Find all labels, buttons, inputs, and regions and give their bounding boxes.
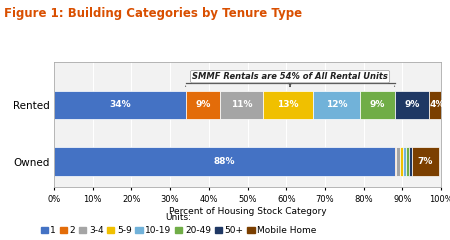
Text: 4%: 4% — [429, 101, 445, 109]
Text: 9%: 9% — [369, 101, 385, 109]
Bar — [54, 148, 395, 176]
Bar — [395, 148, 396, 176]
Text: 13%: 13% — [277, 101, 299, 109]
X-axis label: Percent of Housing Stock Category: Percent of Housing Stock Category — [169, 207, 326, 216]
Bar — [360, 91, 395, 119]
Bar — [400, 148, 403, 176]
Bar — [313, 91, 360, 119]
Bar — [395, 91, 429, 119]
Text: 9%: 9% — [404, 101, 420, 109]
Text: Figure 1: Building Categories by Tenure Type: Figure 1: Building Categories by Tenure … — [4, 7, 302, 20]
Text: 34%: 34% — [109, 101, 130, 109]
Bar — [429, 91, 445, 119]
Bar — [403, 148, 406, 176]
Legend: 1, 2, 3-4, 5-9, 10-19, 20-49, 50+, Mobile Home: 1, 2, 3-4, 5-9, 10-19, 20-49, 50+, Mobil… — [40, 213, 317, 235]
Bar — [220, 91, 263, 119]
Bar — [412, 148, 439, 176]
Text: 7%: 7% — [418, 157, 433, 166]
Text: 11%: 11% — [231, 101, 252, 109]
Bar — [185, 91, 220, 119]
Bar — [263, 91, 313, 119]
Bar — [396, 148, 400, 176]
Text: 9%: 9% — [195, 101, 211, 109]
Text: 88%: 88% — [214, 157, 235, 166]
Bar — [406, 148, 409, 176]
Text: 12%: 12% — [326, 101, 347, 109]
Bar — [409, 148, 412, 176]
Bar — [54, 91, 185, 119]
Text: SMMF Rentals are 54% of All Rental Units: SMMF Rentals are 54% of All Rental Units — [192, 72, 388, 81]
